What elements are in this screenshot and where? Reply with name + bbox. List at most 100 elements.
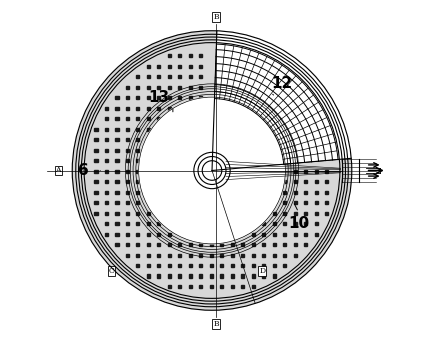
Bar <box>136 149 139 152</box>
Bar <box>157 75 160 78</box>
Bar <box>304 201 307 204</box>
Bar <box>220 285 223 288</box>
Text: 12: 12 <box>271 76 293 91</box>
Bar <box>168 253 171 256</box>
Bar <box>157 65 160 68</box>
Text: C: C <box>109 267 114 275</box>
Bar <box>147 96 150 99</box>
Bar <box>262 222 265 225</box>
Bar <box>95 138 98 141</box>
Text: B: B <box>213 320 219 328</box>
Bar <box>157 107 160 110</box>
Bar <box>325 191 328 194</box>
Bar <box>136 107 139 110</box>
Bar <box>293 180 297 183</box>
Bar <box>262 233 265 236</box>
Wedge shape <box>212 31 351 170</box>
Bar <box>136 191 139 194</box>
Text: 10: 10 <box>288 216 309 231</box>
Bar <box>241 243 244 246</box>
Bar <box>304 170 307 173</box>
Bar <box>293 191 297 194</box>
Bar <box>178 264 181 267</box>
Circle shape <box>72 31 352 310</box>
Bar <box>273 233 276 236</box>
Circle shape <box>140 99 284 242</box>
Bar <box>136 243 139 246</box>
Bar <box>293 253 297 256</box>
Bar <box>178 275 181 278</box>
Bar <box>147 107 150 110</box>
Bar <box>147 117 150 120</box>
Bar <box>136 96 139 99</box>
Bar <box>157 86 160 89</box>
Bar <box>304 211 307 215</box>
Bar <box>304 191 307 194</box>
Bar <box>95 149 98 152</box>
Bar <box>126 211 129 215</box>
Bar <box>116 180 119 183</box>
Bar <box>168 275 171 278</box>
Bar <box>157 243 160 246</box>
Bar <box>178 285 181 288</box>
Bar <box>189 86 192 89</box>
Bar <box>116 149 119 152</box>
Bar <box>136 222 139 225</box>
Bar <box>314 180 318 183</box>
Bar <box>116 211 119 215</box>
Text: B: B <box>213 13 219 21</box>
Bar <box>273 275 276 278</box>
Bar <box>283 264 286 267</box>
Bar <box>283 211 286 215</box>
Bar <box>126 253 129 256</box>
Bar <box>199 86 202 89</box>
Bar <box>95 128 98 131</box>
Bar <box>126 233 129 236</box>
Bar <box>314 222 318 225</box>
Bar <box>105 138 108 141</box>
Bar <box>116 96 119 99</box>
Bar <box>157 96 160 99</box>
Circle shape <box>72 31 352 310</box>
Bar <box>157 253 160 256</box>
Bar <box>126 117 129 120</box>
Bar <box>189 275 192 278</box>
Bar <box>199 243 202 246</box>
Bar <box>105 170 108 173</box>
Bar <box>157 275 160 278</box>
Bar <box>325 211 328 215</box>
Bar <box>126 86 129 89</box>
Bar <box>283 233 286 236</box>
Bar <box>147 253 150 256</box>
Bar <box>231 285 234 288</box>
Bar <box>210 253 213 256</box>
Bar <box>252 275 255 278</box>
Bar <box>273 222 276 225</box>
Bar <box>136 201 139 204</box>
Bar <box>283 222 286 225</box>
Bar <box>241 253 244 256</box>
Bar <box>241 285 244 288</box>
Bar <box>189 54 192 57</box>
Bar <box>262 253 265 256</box>
Bar <box>105 211 108 215</box>
Bar <box>178 243 181 246</box>
Bar <box>189 285 192 288</box>
Bar <box>136 128 139 131</box>
Bar <box>126 180 129 183</box>
Bar <box>116 191 119 194</box>
Bar <box>168 243 171 246</box>
Bar <box>199 253 202 256</box>
Bar <box>116 159 119 162</box>
Bar <box>136 138 139 141</box>
Bar <box>314 201 318 204</box>
Bar <box>168 86 171 89</box>
Bar <box>241 264 244 267</box>
Bar <box>231 275 234 278</box>
Bar <box>136 211 139 215</box>
Bar <box>147 128 150 131</box>
Bar <box>178 96 181 99</box>
Bar <box>231 243 234 246</box>
Bar <box>199 54 202 57</box>
Bar <box>168 233 171 236</box>
